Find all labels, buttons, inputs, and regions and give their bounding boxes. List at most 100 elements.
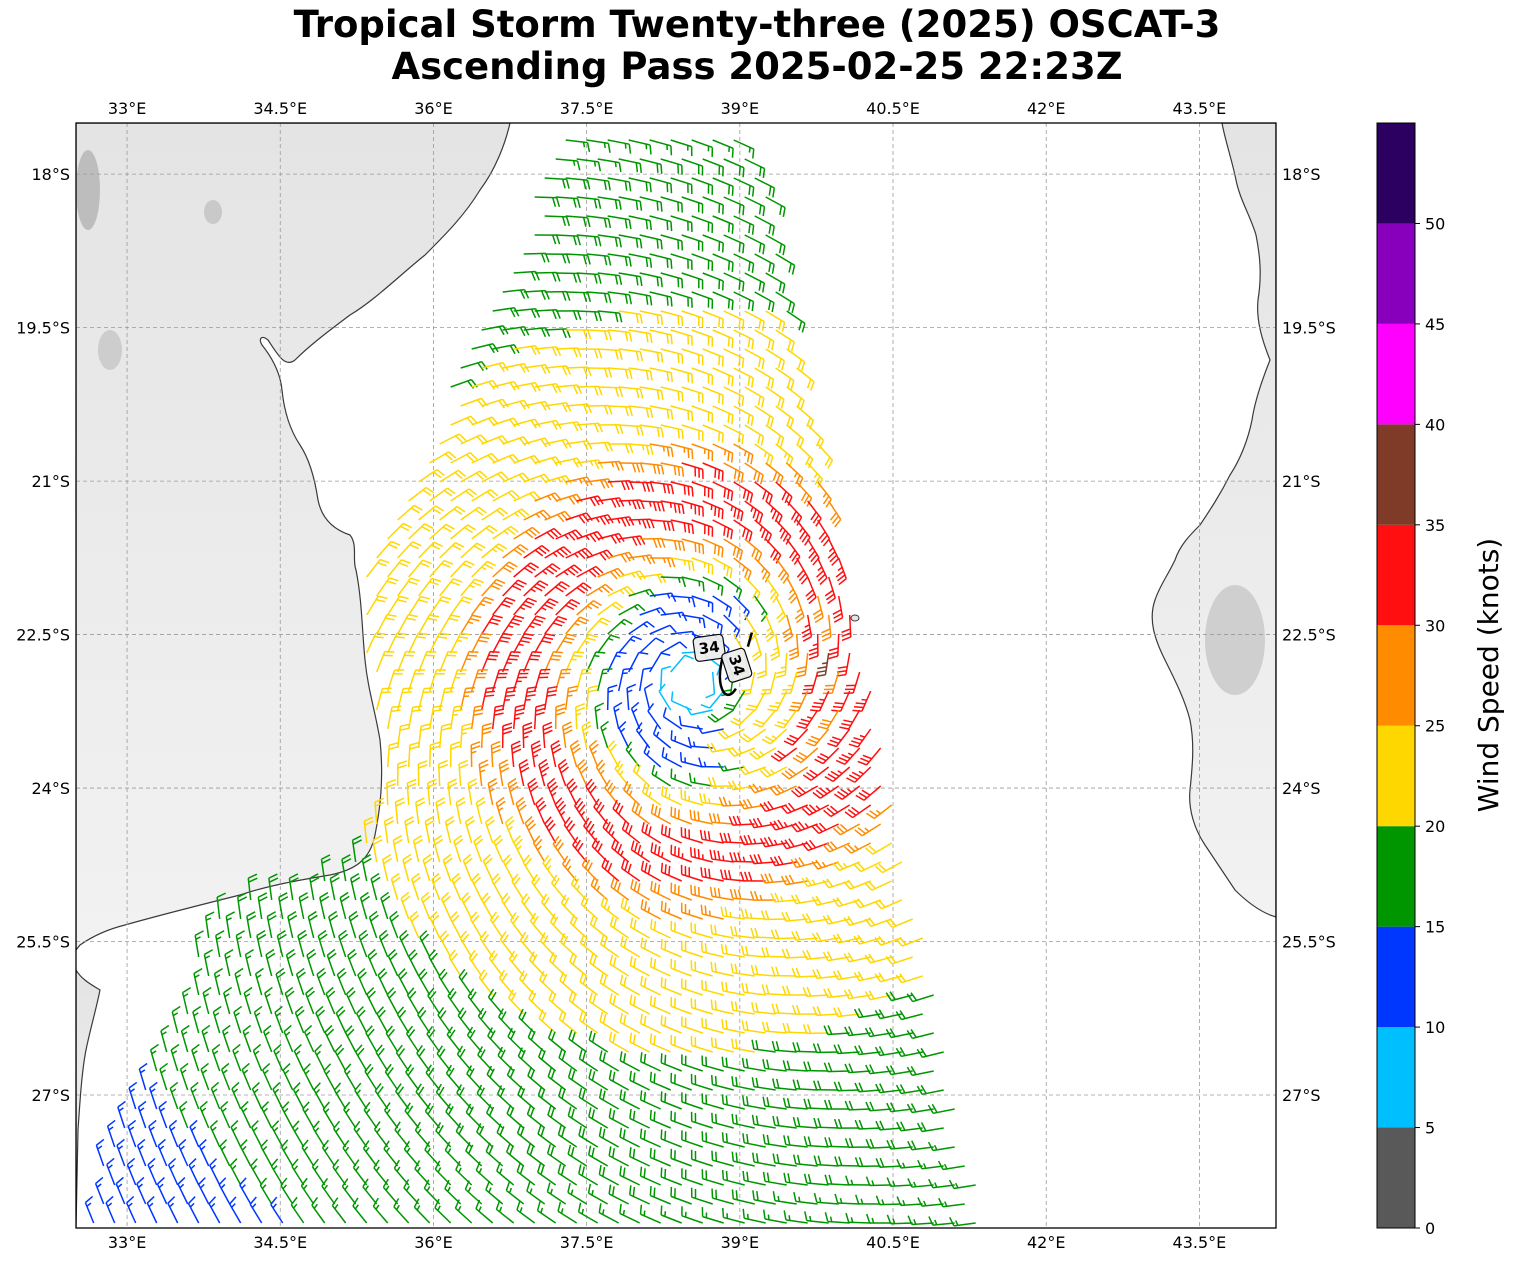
wind-barb [595,759,609,787]
wind-barb [597,310,623,323]
wind-barb [412,834,423,863]
wind-barb [455,797,466,825]
wind-barb [760,671,777,695]
wind-barb [680,789,703,806]
wind-barb [383,816,395,844]
wind-barb [630,701,641,730]
lon-tick-label-top: 42°E [1027,99,1065,118]
wind-barb [754,443,774,466]
wind-barb [502,579,527,597]
wind-barb [534,563,561,578]
wind-barb [372,835,383,863]
wind-barb [729,852,755,863]
wind-barb [730,709,756,726]
wind-barb [631,801,651,825]
lon-tick-label-bottom: 37.5°E [560,1233,614,1252]
wind-barb [744,462,764,485]
colorbar-tick-label: 50 [1425,214,1445,233]
wind-barb [439,614,461,635]
wind-barb [523,615,546,635]
wind-barb [491,704,505,730]
wind-barb [618,272,643,287]
wind-barb [749,747,777,760]
wind-barb [670,405,694,422]
wind-barb [397,541,422,559]
wind-barb [660,641,688,654]
wind-barb [865,842,893,855]
wind-barb [832,861,860,872]
wind-barb [761,728,788,745]
wind-barb [754,291,775,313]
wind-barb [660,158,683,175]
wind-barb [484,815,495,844]
wind-barb [702,196,724,215]
wind-barb [783,728,809,746]
wind-barb [660,310,684,327]
wind-barb [597,196,622,210]
wind-barb [754,557,771,583]
wind-barb [386,742,399,768]
wind-barb [733,557,752,581]
wind-barb [518,759,530,787]
colorbar-tick-label: 25 [1425,717,1445,736]
wind-barb [572,836,588,863]
wind-barb [649,557,676,568]
lat-tick-label-left: 21°S [31,472,70,491]
wind-barb [723,462,744,483]
wind-barb [754,253,775,274]
wind-barb [769,633,781,661]
colorbar-bin [1377,123,1415,224]
wind-barb [375,650,395,673]
wind-barb [696,724,724,735]
wind-barb [513,345,541,356]
wind-barb [853,861,882,873]
wind-barb [649,443,674,458]
wind-barb [449,704,464,730]
wind-barb [796,481,813,507]
wind-barb [681,576,705,592]
wind-barb [607,139,632,154]
wind-barb [397,577,420,597]
wind-barb [759,800,787,813]
wind-barb [565,616,589,635]
wind-barb [593,798,609,825]
wind-barbs [84,139,976,1227]
wind-barb [670,844,692,863]
wind-barb [723,538,744,561]
colorbar-tick-label: 0 [1425,1219,1435,1238]
colorbar-tick-label: 30 [1425,616,1445,635]
wind-barb [670,481,694,497]
wind-barb [586,215,612,229]
wind-barb [437,759,449,787]
wind-barb [857,747,882,766]
wind-barb [733,139,755,159]
wind-barb [815,652,830,678]
wind-barb [512,704,526,730]
wind-barb [649,215,673,232]
island [850,614,860,622]
wind-barb [812,595,824,624]
wind-barb [504,815,515,844]
wind-barb [523,364,551,375]
wind-barb [618,570,646,581]
lat-tick-label-right: 19.5°S [1282,319,1336,338]
wind-barb [744,158,766,179]
wind-barb [569,739,581,768]
wind-barb [660,462,685,477]
wind-barb [765,348,786,371]
wind-barb [492,561,518,578]
wind-barb [770,747,798,762]
wind-barb [649,253,673,269]
wind-barb [639,573,667,584]
wind-barb [801,614,813,642]
colorbar-tick-label: 10 [1425,1018,1445,1037]
wind-barb [586,139,611,153]
wind-barb [515,796,527,825]
wind-barb [407,741,420,768]
wind-barb [613,701,623,730]
wind-barb [597,386,624,398]
wind-barb [408,486,435,502]
wind-barb [681,538,705,555]
wind-barb [417,723,431,749]
wind-barb [681,272,704,290]
